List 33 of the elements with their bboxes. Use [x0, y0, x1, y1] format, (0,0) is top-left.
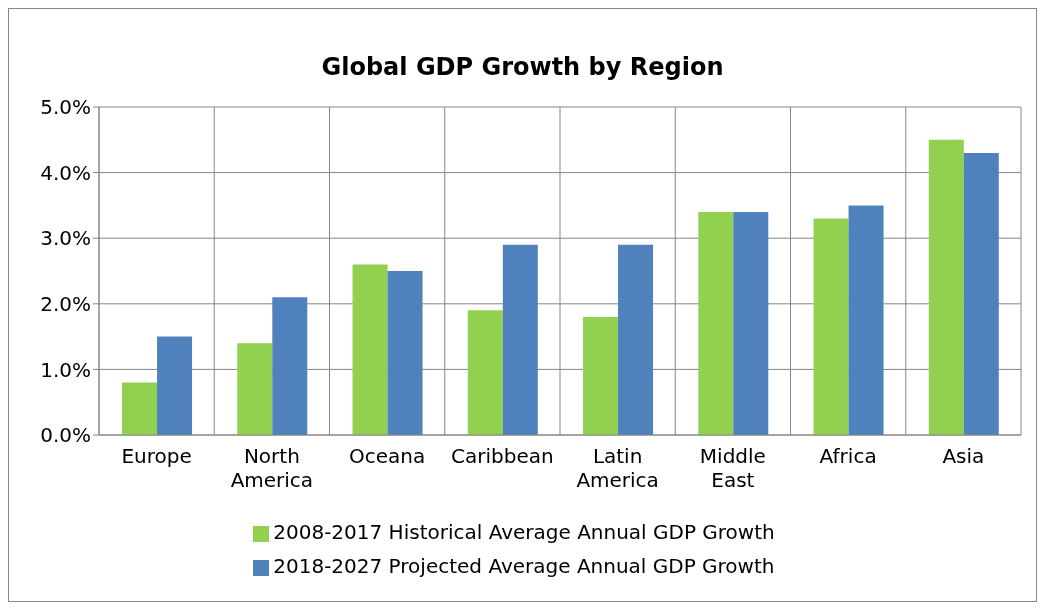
y-tick-label: 1.0%	[40, 357, 91, 382]
bar	[502, 244, 538, 435]
x-tick-label: Africa	[819, 444, 877, 468]
y-tick-label: 0.0%	[40, 423, 91, 448]
bar	[237, 343, 273, 435]
bar	[813, 218, 849, 435]
bar	[698, 211, 734, 435]
bar	[583, 316, 619, 435]
legend-label: 2008-2017 Historical Average Annual GDP Growth	[273, 520, 775, 544]
x-tick-label: Middle East	[699, 444, 766, 492]
x-tick-label: Europe	[121, 444, 192, 468]
bar	[928, 139, 964, 435]
x-tick-label: North America	[230, 444, 314, 492]
bar	[963, 152, 999, 435]
x-tick-label: Oceana	[349, 444, 426, 468]
bar	[122, 382, 158, 435]
y-tick-label: 3.0%	[40, 226, 91, 251]
bar	[387, 271, 423, 435]
legend-label: 2018-2027 Projected Average Annual GDP Growth	[273, 554, 775, 578]
y-tick-label: 5.0%	[40, 95, 91, 120]
x-tick-label: Asia	[942, 444, 985, 468]
bar	[272, 297, 308, 435]
bar	[157, 336, 193, 435]
bar	[733, 211, 769, 435]
bar	[352, 264, 388, 435]
y-tick-label: 4.0%	[40, 160, 91, 185]
chart-title: Global GDP Growth by Region	[320, 52, 725, 83]
bar	[467, 310, 503, 435]
bar	[618, 244, 654, 435]
x-tick-label: Latin America	[576, 444, 659, 492]
bar	[848, 205, 884, 435]
x-tick-label: Caribbean	[451, 444, 554, 468]
y-tick-label: 2.0%	[40, 291, 91, 316]
